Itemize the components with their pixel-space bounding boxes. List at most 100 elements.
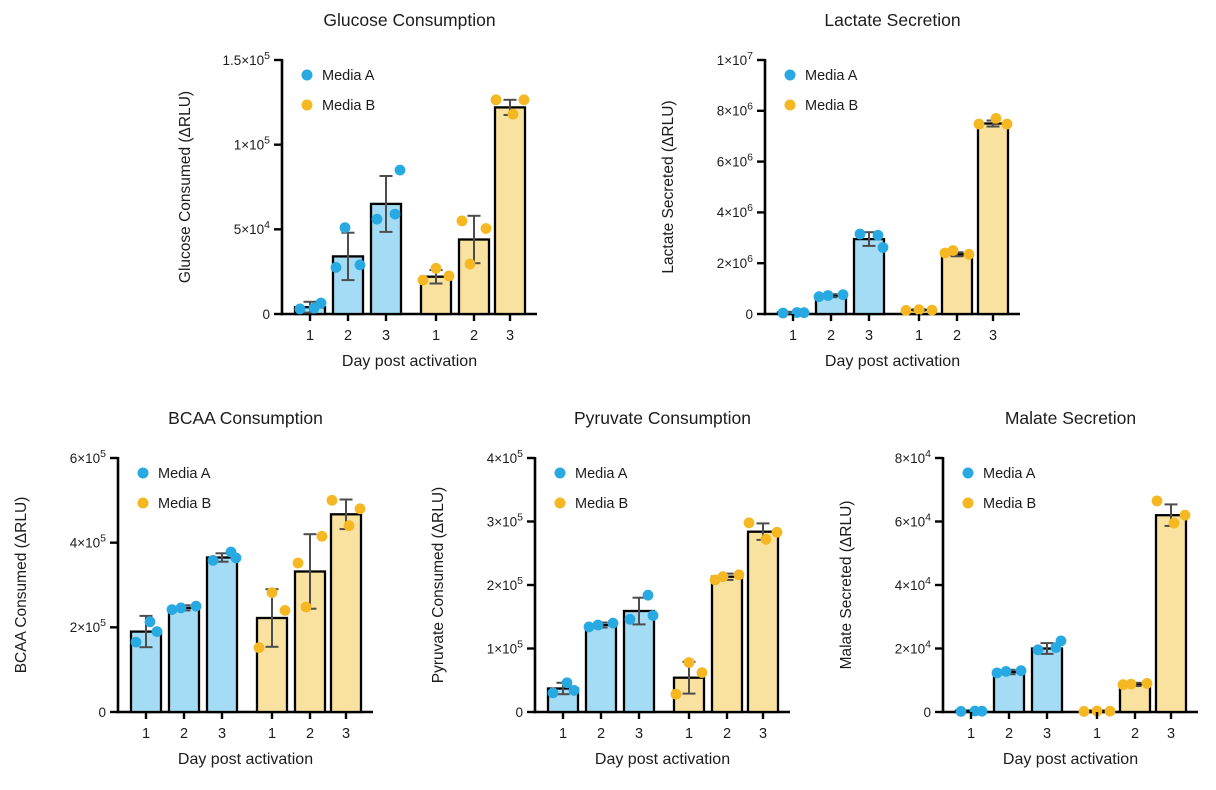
- y-axis-label: Pyruvate Consumed (ΔRLU): [430, 487, 447, 683]
- legend-dot-media-a: [784, 69, 796, 81]
- data-point: [1125, 678, 1137, 690]
- y-axis-label: Glucose Consumed (ΔRLU): [177, 91, 194, 283]
- y-tick-label: 0: [515, 705, 523, 720]
- chart-bcaa-consumption: BCAA Consumption BCAA Consumed (ΔRLU) 0 2×1…: [0, 400, 410, 778]
- data-point: [339, 222, 351, 234]
- data-point: [507, 108, 519, 120]
- data-point: [279, 605, 291, 616]
- x-tick-label: 3: [342, 726, 350, 742]
- x-tick-label: 3: [1167, 726, 1175, 742]
- data-point: [480, 223, 492, 234]
- data-point: [642, 589, 654, 601]
- data-point: [1078, 706, 1090, 717]
- bar: [1030, 647, 1064, 714]
- data-point: [292, 557, 304, 569]
- data-point: [670, 688, 682, 700]
- bar: [622, 609, 656, 714]
- data-point: [464, 258, 476, 270]
- x-tick-label: 1: [915, 328, 923, 344]
- legend-dot-media-a: [137, 467, 149, 479]
- data-point: [300, 601, 312, 613]
- data-point: [294, 303, 306, 315]
- x-axis-label: Day post activation: [342, 353, 477, 370]
- data-point: [683, 657, 695, 668]
- chart-glucose-consumption: Glucose Consumption Glucose Consumed (ΔRL…: [164, 2, 574, 380]
- y-axis-label: BCAA Consumed (ΔRLU): [13, 497, 30, 674]
- legend-label-media-a: Media A: [575, 466, 628, 482]
- data-point: [430, 262, 442, 274]
- data-point: [371, 213, 383, 225]
- chart-title: Glucose Consumption: [323, 10, 495, 30]
- data-point: [624, 613, 636, 625]
- data-point: [1001, 118, 1013, 130]
- data-point: [973, 118, 985, 130]
- x-axis-label: Day post activation: [825, 353, 960, 370]
- data-point: [760, 533, 772, 545]
- data-point: [592, 619, 604, 631]
- data-point: [561, 677, 573, 689]
- data-point: [955, 706, 967, 717]
- data-point: [518, 94, 530, 106]
- x-tick-label: 1: [1093, 726, 1101, 742]
- y-tick-label: 1×105: [234, 134, 270, 152]
- x-tick-label: 1: [142, 726, 150, 742]
- data-point: [354, 259, 366, 271]
- data-point: [798, 307, 810, 319]
- chart-pyruvate-consumption: Pyruvate Consumption Pyruvate Consumed (Δ…: [417, 400, 827, 778]
- data-point: [854, 228, 866, 240]
- x-tick-label: 1: [685, 726, 693, 742]
- x-tick-label: 2: [1005, 726, 1013, 742]
- x-tick-label: 2: [180, 726, 188, 742]
- x-axis-label: Day post activation: [595, 751, 730, 768]
- data-point: [394, 164, 406, 176]
- y-tick-label: 0: [923, 705, 931, 720]
- data-point: [144, 616, 156, 628]
- bar: [940, 253, 974, 316]
- x-tick-label: 2: [827, 328, 835, 344]
- data-point: [354, 503, 366, 515]
- legend-label-media-b: Media B: [575, 496, 628, 512]
- y-tick-label: 0: [745, 307, 753, 322]
- y-tick-label: 6×105: [70, 448, 106, 466]
- x-tick-label: 3: [989, 328, 997, 344]
- x-tick-label: 1: [559, 726, 567, 742]
- y-tick-label: 2×105: [70, 617, 106, 635]
- data-point: [607, 617, 619, 629]
- data-point: [947, 245, 959, 256]
- data-point: [1141, 678, 1153, 689]
- y-tick-label: 5×104: [234, 219, 270, 237]
- data-point: [343, 520, 355, 532]
- y-tick-label: 2×106: [717, 253, 753, 271]
- data-point: [490, 94, 502, 106]
- y-tick-label: 1×105: [487, 638, 523, 656]
- x-tick-label: 2: [597, 726, 605, 742]
- legend-dot-media-b: [784, 99, 796, 111]
- data-point: [1104, 705, 1116, 717]
- legend-label-media-a: Media A: [322, 68, 375, 84]
- data-point: [417, 274, 429, 286]
- bar: [205, 556, 239, 714]
- data-point: [1168, 517, 1180, 529]
- y-tick-label: 6×106: [717, 151, 753, 169]
- data-point: [175, 602, 187, 614]
- bar: [1154, 514, 1188, 714]
- data-point: [647, 610, 659, 621]
- y-tick-label: 4×104: [895, 575, 931, 593]
- y-tick-label: 6×104: [895, 511, 931, 529]
- y-tick-label: 3×105: [487, 511, 523, 529]
- data-point: [1032, 644, 1044, 656]
- legend-dot-media-a: [554, 467, 566, 479]
- data-point: [1000, 666, 1012, 677]
- bar: [746, 530, 780, 714]
- data-point: [389, 208, 401, 220]
- data-point: [1055, 635, 1067, 647]
- x-tick-label: 3: [218, 726, 226, 742]
- x-tick-label: 3: [506, 328, 514, 344]
- data-point: [330, 262, 342, 273]
- bar: [852, 237, 886, 316]
- data-point: [207, 555, 219, 566]
- data-point: [443, 270, 455, 282]
- legend-label-media-b: Media B: [983, 496, 1036, 512]
- y-tick-label: 2×104: [895, 638, 931, 656]
- legend-label-media-a: Media A: [158, 466, 211, 482]
